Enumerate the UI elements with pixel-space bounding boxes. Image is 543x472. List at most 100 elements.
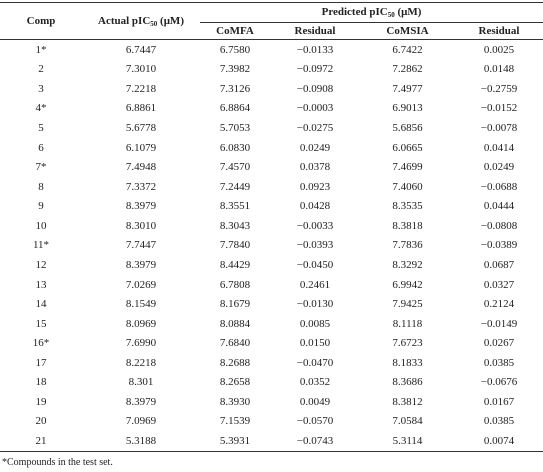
table-cell: 7.2218 — [125, 82, 157, 95]
table-cell: 0.0150 — [299, 337, 331, 350]
table-cell: 7.0584 — [392, 415, 423, 428]
table-cell: 7.6990 — [125, 337, 157, 350]
data-table: Comp Actual pIC50 (μM) Predicted pIC50 (… — [0, 2, 543, 452]
table-cell: 3 — [38, 82, 44, 95]
table-cell: 14 — [35, 298, 47, 311]
table-row: 6 6.1079 6.0830 0.0249 6.0665 0.0414 — [0, 138, 543, 158]
table-cell: 19 — [35, 395, 47, 408]
table-cell: 7.6840 — [219, 337, 251, 350]
table-row: 4* 6.8861 6.8864 −0.0003 6.9013 −0.0152 — [0, 99, 543, 119]
table-cell: 18 — [35, 376, 47, 389]
table-cell: 8.1679 — [219, 298, 251, 311]
table-cell: 8.3043 — [219, 219, 251, 232]
table-row: 19 8.3979 8.3930 0.0049 8.3812 0.0167 — [0, 392, 543, 412]
table-cell: 6.7422 — [392, 43, 423, 56]
table-cell: 5.6778 — [125, 122, 157, 135]
table-cell: 7.3126 — [219, 82, 251, 95]
table-row: 20 7.0969 7.1539 −0.0570 7.0584 0.0385 — [0, 412, 543, 432]
table-cell: 7.7836 — [392, 239, 423, 252]
table-cell: 0.0148 — [483, 63, 515, 76]
table-row: 17 8.2218 8.2688 −0.0470 8.1833 0.0385 — [0, 353, 543, 373]
table-cell: −0.2759 — [480, 82, 518, 95]
table-cell: 0.0025 — [483, 43, 515, 56]
table-cell: −0.0908 — [296, 82, 334, 95]
predicted-header: Predicted pIC50 (μM) — [200, 2, 543, 23]
header-unit: (μM) — [157, 14, 184, 27]
column-header: Residual — [294, 25, 336, 37]
table-cell: 6.1079 — [125, 141, 157, 154]
table-cell: 1* — [35, 43, 47, 56]
table-cell: −0.0152 — [480, 102, 518, 115]
table-cell: 0.0385 — [483, 356, 515, 369]
footnote: *Compounds in the test set. — [2, 456, 113, 468]
table-cell: 4* — [35, 102, 47, 115]
table-cell: 8.3979 — [125, 258, 157, 271]
table-cell: 20 — [35, 415, 47, 428]
table-cell: 7.2862 — [392, 63, 423, 76]
header-text: Predicted pIC — [321, 6, 388, 18]
table-cell: −0.0078 — [480, 122, 518, 135]
header-text: Actual pIC — [98, 14, 151, 27]
table-cell: 0.0267 — [483, 337, 515, 350]
table-cell: 9 — [38, 200, 44, 213]
table-cell: 6.0665 — [392, 141, 423, 154]
table-cell: 15 — [35, 317, 47, 330]
table-cell: 0.0249 — [483, 161, 515, 174]
table-cell: −0.0130 — [296, 298, 334, 311]
table-cell: 0.0085 — [299, 317, 331, 330]
table-cell: −0.0393 — [296, 239, 334, 252]
table-cell: 7.4699 — [392, 161, 423, 174]
table-row: 9 8.3979 8.3551 0.0428 8.3535 0.0444 — [0, 197, 543, 217]
table-cell: 8.3292 — [392, 258, 423, 271]
table-cell: 7.9425 — [392, 298, 423, 311]
table-cell: 8.2688 — [219, 356, 251, 369]
table-cell: 8.3551 — [219, 200, 251, 213]
table-cell: 7.4977 — [392, 82, 423, 95]
table-row: 12 8.3979 8.4429 −0.0450 8.3292 0.0687 — [0, 255, 543, 275]
table-cell: 8.0884 — [219, 317, 251, 330]
table-cell: 6 — [38, 141, 44, 154]
table-cell: 0.2461 — [299, 278, 331, 291]
table-cell: 8.1833 — [392, 356, 423, 369]
table-cell: 12 — [35, 258, 47, 271]
table-cell: 7.1539 — [219, 415, 251, 428]
table-cell: 5.3188 — [125, 435, 157, 448]
comp-header: Comp — [26, 15, 56, 27]
table-cell: −0.0972 — [296, 63, 334, 76]
table-cell: 0.0378 — [299, 161, 331, 174]
table-cell: 8.3812 — [392, 395, 423, 408]
table-cell: 7.3010 — [125, 63, 157, 76]
table-cell: 6.7808 — [219, 278, 251, 291]
table-cell: 6.7447 — [125, 43, 157, 56]
table-cell: 6.8864 — [219, 102, 251, 115]
table-row: 15 8.0969 8.0884 0.0085 8.1118 −0.0149 — [0, 314, 543, 334]
table-cell: 17 — [35, 356, 47, 369]
header-unit: (μM) — [394, 6, 422, 18]
table-cell: 7.7840 — [219, 239, 251, 252]
table-row: 10 8.3010 8.3043 −0.0033 8.3818 −0.0808 — [0, 216, 543, 236]
table-cell: 8.3686 — [392, 376, 423, 389]
table-cell: 7* — [35, 161, 47, 174]
table-row: 13 7.0269 6.7808 0.2461 6.9942 0.0327 — [0, 275, 543, 295]
table-cell: 7.3982 — [219, 63, 251, 76]
table-cell: 5.7053 — [219, 122, 251, 135]
table-cell: 5 — [38, 122, 44, 135]
table-row: 7* 7.4948 7.4570 0.0378 7.4699 0.0249 — [0, 157, 543, 177]
table-cell: 8.3010 — [125, 219, 157, 232]
table-cell: 7.6723 — [392, 337, 423, 350]
table-cell: −0.0275 — [296, 122, 334, 135]
table-row: 1* 6.7447 6.7580 −0.0133 6.7422 0.0025 — [0, 40, 543, 60]
header-sub: 50 — [150, 19, 158, 28]
table-cell: 5.3931 — [219, 435, 251, 448]
table-cell: 7.7447 — [125, 239, 157, 252]
table-cell: 7.0969 — [125, 415, 157, 428]
table-row: 8 7.3372 7.2449 0.0923 7.4060 −0.0688 — [0, 177, 543, 197]
table-cell: −0.0688 — [480, 180, 518, 193]
actual-header: Actual pIC50 (μM) — [82, 3, 200, 40]
column-header: CoMFA — [216, 25, 254, 37]
table-cell: 0.0385 — [483, 415, 515, 428]
table-cell: 10 — [35, 219, 47, 232]
table-cell: 8.2218 — [125, 356, 157, 369]
table-cell: −0.0676 — [480, 376, 518, 389]
